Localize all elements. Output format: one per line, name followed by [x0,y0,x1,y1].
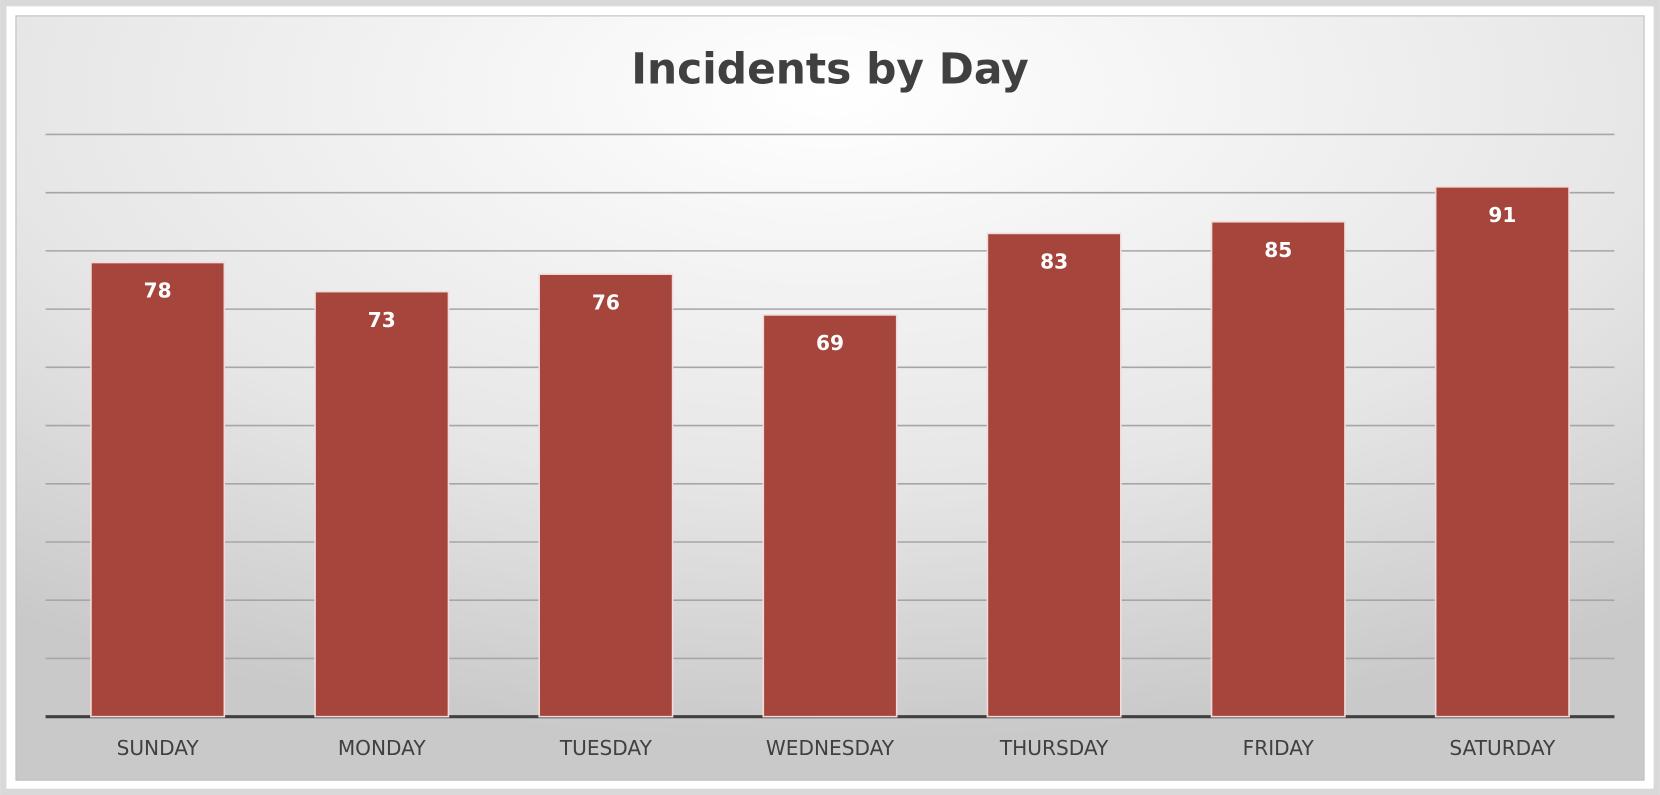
x-tick-label: WEDNESDAY [766,736,895,760]
data-label: 85 [1264,238,1292,262]
bar [986,232,1122,718]
x-tick-label: THURSDAY [999,736,1109,760]
data-label: 76 [592,290,620,314]
data-label: 73 [368,308,396,332]
x-tick-label: SUNDAY [117,736,200,760]
data-label: 83 [1040,250,1068,274]
data-label: 78 [144,279,172,303]
bar [1210,220,1346,718]
bars: SUNDAY 78 MONDAY 73 TUESDAY 76 WEDNESDAY 69 THUR… [90,186,1570,760]
chart-title: Incidents by Day [631,44,1028,93]
bar [1434,186,1570,718]
x-tick-label: FRIDAY [1243,736,1315,760]
bar [538,273,674,718]
bar [314,290,450,718]
bar [762,314,898,718]
data-label: 69 [816,331,844,355]
data-label: 91 [1488,203,1516,227]
x-tick-label: MONDAY [338,736,427,760]
bar [90,261,226,718]
x-tick-label: TUESDAY [559,736,653,760]
x-tick-label: SATURDAY [1449,736,1556,760]
